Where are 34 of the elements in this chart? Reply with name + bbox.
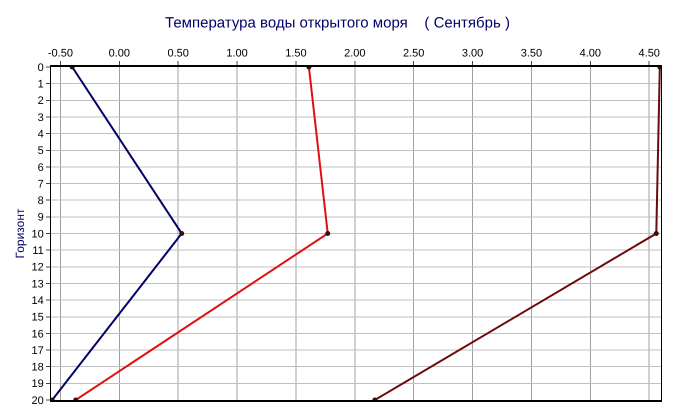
x-tick-label: 0.50 <box>167 48 189 60</box>
y-tick-label: 3 <box>38 112 44 124</box>
y-tick-label: 20 <box>32 394 44 407</box>
x-tick-label: 4.00 <box>580 48 602 60</box>
y-tick-label: 18 <box>32 362 44 374</box>
y-tick-label: 17 <box>32 344 44 357</box>
y-tick-label: 6 <box>38 162 44 174</box>
y-tick-label: 1 <box>38 78 44 90</box>
x-tick-label: 1.00 <box>226 48 248 60</box>
x-tick-label: 1.50 <box>285 48 307 60</box>
x-tick-label: 2.50 <box>402 48 424 60</box>
y-axis-title: Горизонт <box>12 208 27 258</box>
x-tick-label: 2.00 <box>344 48 366 60</box>
y-tick-label: 14 <box>32 294 44 307</box>
y-tick-label: 13 <box>32 278 44 290</box>
y-tick-label: 9 <box>38 212 44 224</box>
y-tick-label: 19 <box>32 378 44 390</box>
y-tick-label: 10 <box>32 228 44 240</box>
x-tick-label: 3.50 <box>520 48 542 60</box>
x-tick-label: 0.00 <box>108 48 130 60</box>
y-tick-label: 5 <box>38 145 44 158</box>
chart-title: Температура воды открытого моря ( Сентябрь ) <box>165 14 510 32</box>
x-tick-label: 3.00 <box>462 48 484 60</box>
y-tick-label: 2 <box>38 95 44 108</box>
y-tick-label: 8 <box>38 195 44 208</box>
x-tick-label: 4.50 <box>638 48 660 60</box>
y-tick-label: 0 <box>38 62 44 74</box>
y-tick-label: 4 <box>38 128 44 140</box>
y-tick-label: 15 <box>32 312 44 324</box>
x-tick-label: -0.50 <box>48 48 73 60</box>
y-tick-label: 11 <box>32 245 44 257</box>
y-tick-label: 12 <box>32 262 44 274</box>
y-tick-label: 7 <box>38 178 44 190</box>
y-tick-label: 16 <box>32 328 44 340</box>
